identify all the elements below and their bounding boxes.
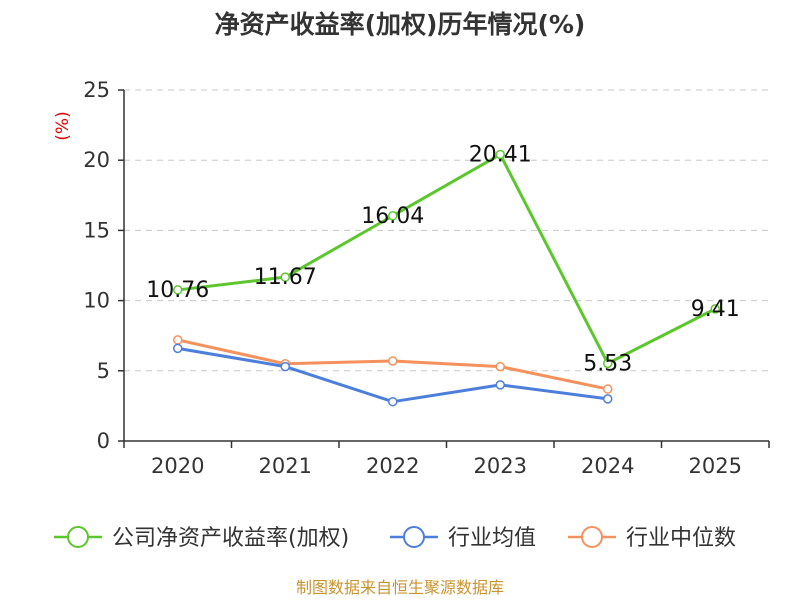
data-point xyxy=(173,335,183,345)
legend-label: 行业均值 xyxy=(448,526,536,551)
y-tick-label: 10 xyxy=(83,289,110,313)
x-tick-label: 2025 xyxy=(689,454,742,478)
series-lines xyxy=(173,149,720,407)
data-point xyxy=(710,304,720,314)
data-label: 11.67 xyxy=(254,265,317,290)
data-point xyxy=(495,380,505,390)
grid-lines xyxy=(124,89,769,372)
data-point xyxy=(173,343,183,354)
data-label: 16.04 xyxy=(361,204,424,229)
x-tick-label: 2024 xyxy=(581,454,634,478)
data-point xyxy=(603,384,613,394)
x-tick-label: 2020 xyxy=(151,454,204,478)
data-point xyxy=(495,361,505,372)
data-labels: 10.76 11.67 16.04 20.41 5.53 9.41 xyxy=(146,142,739,376)
y-axis-label: (%) xyxy=(53,111,73,140)
legend-swatch-marker xyxy=(403,526,425,548)
legend: 公司净资产收益率(加权) 行业均值 行业中位数 xyxy=(54,526,736,551)
legend-label: 行业中位数 xyxy=(626,526,736,551)
x-tick-label: 2022 xyxy=(366,454,419,478)
y-tick-label: 0 xyxy=(97,429,110,453)
data-point xyxy=(388,356,398,366)
legend-swatch-marker xyxy=(581,526,603,548)
data-label: 9.41 xyxy=(691,297,740,322)
chart-title: 净资产收益率(加权)历年情况(%) xyxy=(215,10,586,39)
legend-swatch-marker xyxy=(67,526,89,548)
legend-label: 公司净资产收益率(加权) xyxy=(112,526,349,551)
series-line-0 xyxy=(177,152,716,365)
data-point xyxy=(388,211,398,221)
data-point xyxy=(388,396,398,407)
y-tick-label: 20 xyxy=(83,148,110,172)
data-label: 20.41 xyxy=(469,142,532,167)
data-point xyxy=(173,285,183,295)
y-tick-label: 15 xyxy=(83,218,110,242)
data-point xyxy=(603,394,613,404)
y-tick-label: 25 xyxy=(83,78,110,102)
y-tick-label: 5 xyxy=(97,359,110,383)
data-label: 10.76 xyxy=(146,278,209,303)
data-point xyxy=(603,358,613,369)
data-point xyxy=(495,149,505,160)
source-note: 制图数据来自恒生聚源数据库 xyxy=(296,578,504,597)
data-label: 5.53 xyxy=(583,351,632,376)
x-tick-label: 2021 xyxy=(259,454,312,478)
data-point xyxy=(280,361,290,372)
x-tick-label: 2023 xyxy=(474,454,527,478)
data-point xyxy=(280,272,290,282)
